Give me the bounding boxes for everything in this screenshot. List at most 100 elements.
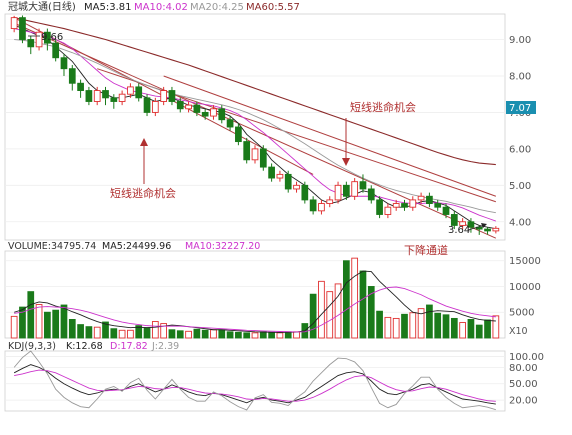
candle-body	[226, 119, 234, 128]
candle-body	[210, 108, 217, 117]
volume-bar	[334, 283, 342, 339]
volume-bar	[52, 309, 60, 339]
candle-body	[185, 104, 192, 110]
volume-bar	[77, 324, 84, 339]
volume-bar	[276, 332, 284, 339]
ma60-line	[14, 17, 496, 166]
escape-label-left: 短线逃命机会	[110, 186, 176, 200]
volume-bar	[110, 328, 118, 339]
volume-bar	[359, 270, 367, 339]
volume-bar	[143, 327, 151, 339]
kdj-j-line	[13, 350, 496, 411]
volume-bar	[484, 319, 491, 339]
volume-tick-label: 10000	[509, 282, 541, 293]
candle-body	[392, 203, 400, 208]
candle-body	[110, 97, 118, 102]
candle-body	[367, 188, 375, 201]
candle-body	[52, 42, 60, 59]
ma10-label: MA10:4.02	[134, 2, 188, 13]
candle-body	[259, 148, 267, 168]
candle-body	[27, 39, 35, 48]
volume-ma-lines	[14, 270, 496, 333]
price-tick-label: 8.00	[509, 71, 531, 82]
candle-body	[276, 173, 284, 179]
volume-bar	[426, 304, 433, 339]
escape-arrowhead-left	[140, 138, 148, 146]
kdj-panel-frame	[4, 350, 506, 412]
volume-bar	[251, 332, 259, 339]
volume-tick-label: 5000	[509, 308, 534, 319]
volume-bar	[409, 312, 417, 339]
volume-bar	[27, 291, 35, 339]
volume-value-label: VOLUME:34795.74	[8, 241, 96, 252]
volume-bars	[10, 257, 500, 339]
kdj-k-line	[13, 364, 496, 405]
low-price-arrowhead	[481, 223, 487, 228]
candle-body	[77, 82, 84, 91]
volume-bar	[151, 321, 159, 339]
volume-bar	[467, 319, 475, 339]
candle-body	[143, 97, 151, 113]
candle-body	[135, 86, 143, 99]
candle-body	[176, 101, 184, 110]
volume-bar	[118, 329, 126, 339]
volume-bar	[168, 329, 176, 339]
escape-label-top: 短线逃命机会	[350, 100, 416, 114]
price-panel-frame	[4, 13, 506, 241]
candle-body	[442, 206, 450, 215]
volume-bar	[268, 331, 275, 339]
volume-bar	[127, 329, 134, 339]
volume-bar	[226, 331, 234, 339]
volume-bar	[442, 314, 450, 339]
volume-bar	[351, 257, 359, 339]
candle-body	[127, 86, 134, 95]
volume-bar	[35, 304, 43, 339]
candle-body	[10, 17, 18, 30]
candle-body	[459, 221, 466, 226]
volume-bar	[417, 308, 425, 339]
candle-body	[243, 141, 251, 161]
candle-body	[193, 104, 201, 113]
volume-bar	[85, 326, 93, 339]
volume-bar	[44, 311, 51, 339]
volume-bar	[492, 315, 500, 339]
candle-body	[44, 31, 51, 44]
candle-body	[102, 90, 109, 99]
kdj-lines	[13, 350, 496, 411]
volume-bar	[384, 316, 392, 339]
candle-body	[168, 90, 176, 102]
candlestick-series	[10, 15, 500, 235]
candle-body	[475, 226, 483, 230]
candle-body	[326, 199, 334, 204]
candle-body	[334, 184, 342, 201]
high-price-label: 9.66	[41, 32, 63, 43]
candle-body	[318, 203, 325, 212]
candle-body	[235, 126, 242, 143]
volume-ma10-line	[14, 286, 496, 333]
volume-bar	[376, 310, 383, 339]
candle-body	[85, 90, 93, 102]
candle-body	[467, 221, 475, 228]
candle-body	[401, 203, 408, 208]
candle-body	[376, 199, 383, 215]
candle-body	[351, 181, 359, 197]
price-tick-label: 9.00	[509, 35, 531, 46]
volume-bar	[10, 315, 18, 339]
current-price-value: 7.07	[509, 103, 531, 114]
candle-body	[60, 57, 68, 70]
candle-body	[434, 203, 442, 208]
candle-body	[201, 111, 209, 117]
escape-arrowhead-top	[342, 158, 350, 166]
kdj-tick-label: 80.00	[509, 363, 538, 374]
volume-bar	[243, 332, 251, 339]
candle-body	[268, 166, 275, 179]
axis-labels: 9.008.007.006.005.004.001500010000500010…	[509, 35, 544, 407]
candle-body	[218, 108, 226, 121]
volume-bar	[450, 317, 458, 339]
volume-bar	[475, 324, 483, 339]
candle-body	[118, 93, 126, 102]
candle-body	[293, 184, 300, 190]
candle-body	[301, 184, 309, 201]
volume-bar	[68, 319, 76, 339]
